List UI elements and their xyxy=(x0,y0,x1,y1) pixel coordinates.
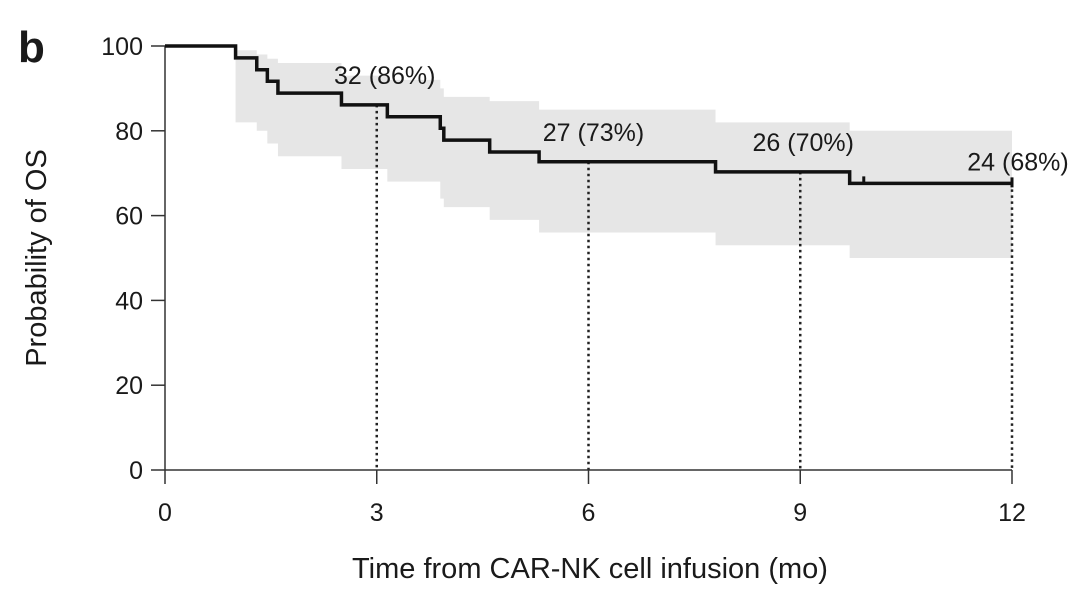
x-axis-label: Time from CAR-NK cell infusion (mo) xyxy=(352,553,828,585)
survival-curve xyxy=(165,44,1012,186)
annotation-label: 24 (68%) xyxy=(967,148,1068,176)
x-tick-label: 9 xyxy=(793,499,807,527)
axes-layer: 0 20 40 60 80 100 0 3 6 9 12 xyxy=(101,33,1026,527)
y-tick-label: 60 xyxy=(115,203,143,231)
x-tick-label: 3 xyxy=(370,499,384,527)
annotation-label: 32 (86%) xyxy=(334,62,435,90)
annotation-label: 27 (73%) xyxy=(543,119,644,147)
y-tick-label: 20 xyxy=(115,372,143,400)
y-axis-label: Probability of OS xyxy=(21,149,53,367)
panel-label: b xyxy=(18,23,45,72)
annotation-label: 26 (70%) xyxy=(753,129,854,157)
y-tick-label: 80 xyxy=(115,118,143,146)
reference-lines-layer xyxy=(375,104,1014,470)
y-tick-label: 40 xyxy=(115,287,143,315)
y-tick-label: 100 xyxy=(101,33,143,61)
x-tick-label: 0 xyxy=(158,499,172,527)
y-tick-label: 0 xyxy=(129,457,143,485)
annotation-layer: 32 (86%) 27 (73%) 26 (70%) 24 (68%) xyxy=(334,62,1069,176)
confidence-band xyxy=(165,46,1012,258)
x-tick-label: 12 xyxy=(998,499,1026,527)
survival-curve-layer xyxy=(165,44,1014,188)
x-tick-label: 6 xyxy=(582,499,596,527)
confidence-band-layer xyxy=(165,46,1012,258)
